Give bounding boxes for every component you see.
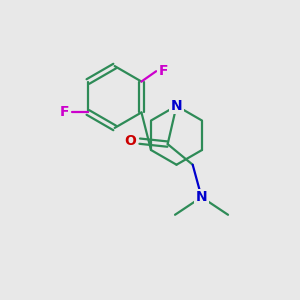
Text: N: N: [196, 190, 207, 204]
Text: N: N: [171, 99, 182, 113]
Text: F: F: [59, 106, 69, 119]
Text: F: F: [158, 64, 168, 78]
Text: O: O: [124, 134, 136, 148]
